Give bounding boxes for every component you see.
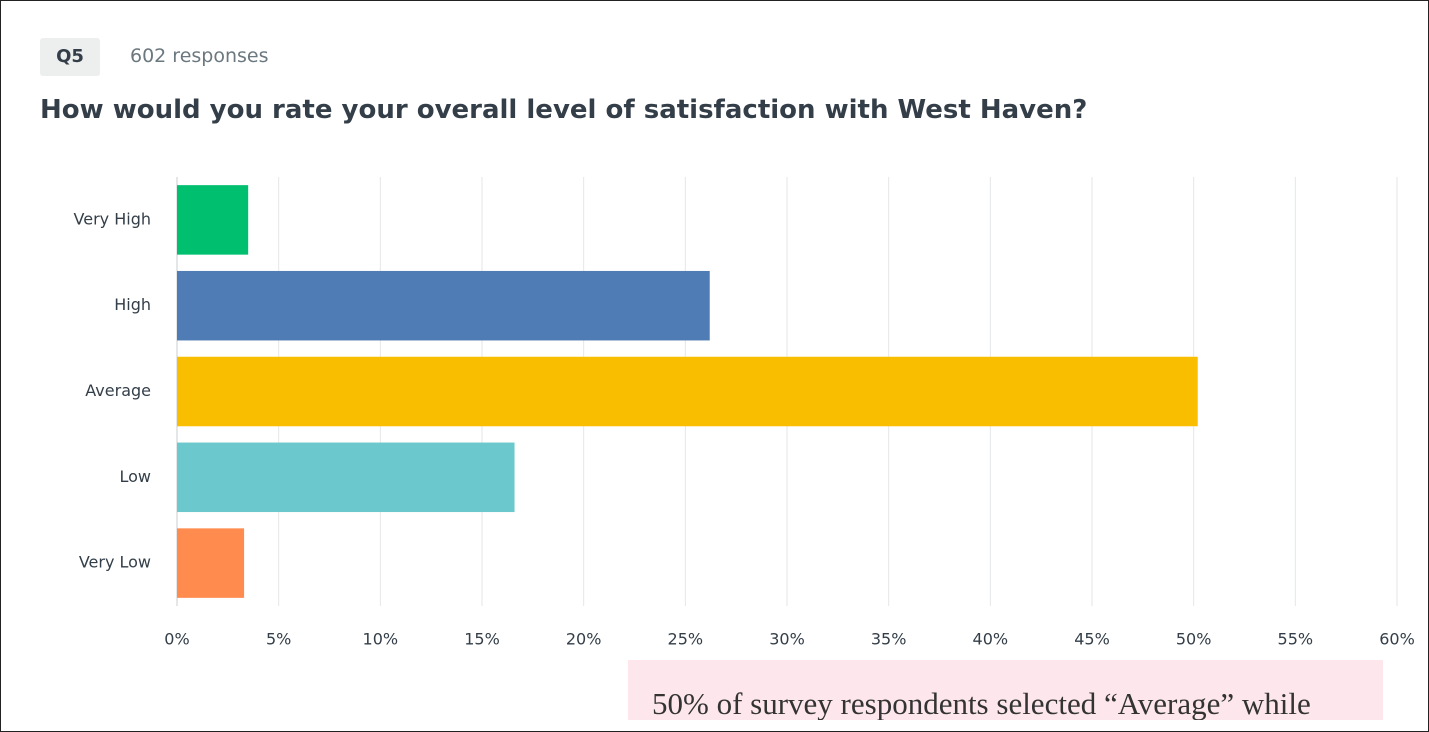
y-tick-label: Very High (74, 209, 151, 228)
x-tick-label: 60% (1379, 630, 1415, 649)
bar (177, 442, 515, 513)
annotation-text: 50% of survey respondents selected “Aver… (652, 686, 1311, 720)
x-tick-label: 0% (164, 630, 189, 649)
x-tick-label: 45% (1074, 630, 1110, 649)
y-tick-label: Very Low (79, 553, 151, 572)
bar (177, 356, 1198, 427)
x-tick-label: 25% (668, 630, 704, 649)
chart: 0% 5% 10% 15% 20% 25% 30% 35% 40% 45% 50% 55% 60% Ver… (74, 177, 1415, 649)
bar (177, 528, 245, 598)
annotation-box: 50% of survey respondents selected “Aver… (628, 660, 1383, 720)
response-count: 602 responses (130, 45, 269, 67)
x-tick-label: 55% (1278, 630, 1314, 649)
question-badge: Q5 (40, 38, 100, 76)
x-tick-label: 40% (973, 630, 1009, 649)
x-tick-label: 15% (464, 630, 500, 649)
chart-title: How would you rate your overall level of… (40, 95, 1088, 125)
bar (177, 185, 249, 255)
bar (177, 270, 710, 341)
x-tick-label: 20% (566, 630, 602, 649)
x-tick-label: 5% (266, 630, 291, 649)
x-tick-label: 35% (871, 630, 907, 649)
x-tick-label: 50% (1176, 630, 1212, 649)
y-tick-label: High (114, 295, 151, 314)
y-tick-label: Low (119, 467, 151, 486)
x-tick-label: 30% (769, 630, 805, 649)
x-tick-label: 10% (363, 630, 399, 649)
y-tick-label: Average (85, 381, 151, 400)
